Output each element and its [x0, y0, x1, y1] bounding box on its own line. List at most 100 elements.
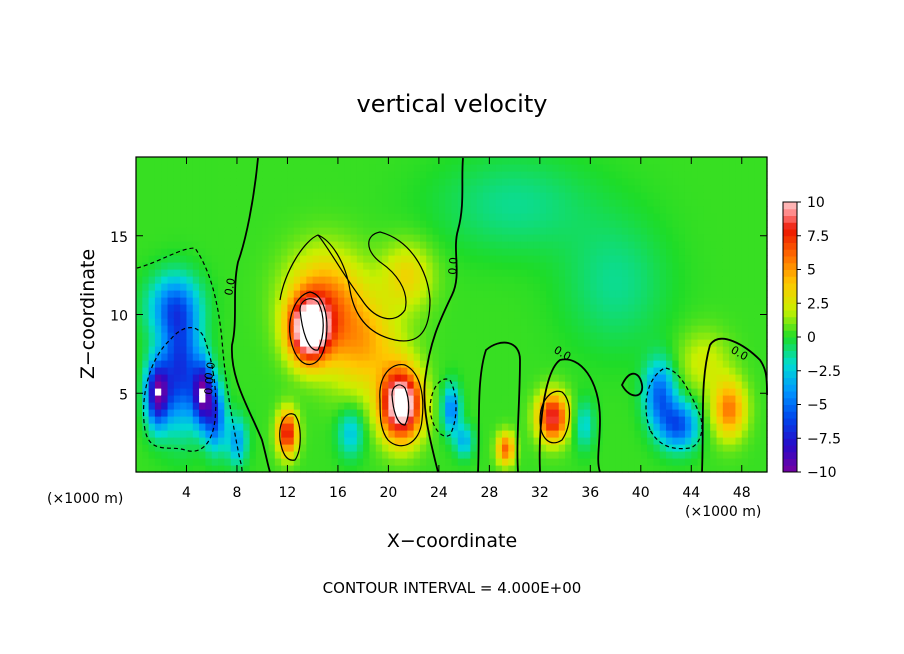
heatmap-cell — [621, 430, 629, 438]
heatmap-cell — [748, 220, 755, 228]
heatmap-cell — [300, 241, 307, 249]
heatmap-cell — [249, 178, 257, 186]
heatmap-cell — [729, 416, 737, 424]
heatmap-cell — [754, 346, 762, 354]
heatmap-cell — [142, 213, 150, 221]
heatmap-cell — [640, 346, 648, 354]
heatmap-cell — [470, 367, 478, 375]
heatmap-cell — [438, 325, 446, 333]
heatmap-cell — [741, 332, 749, 340]
heatmap-cell — [735, 416, 743, 424]
heatmap-cell — [293, 178, 301, 186]
heatmap-cell — [495, 458, 503, 466]
heatmap-cell — [710, 241, 718, 249]
heatmap-cell — [590, 332, 598, 340]
heatmap-cell — [470, 262, 478, 270]
heatmap-cell — [501, 381, 509, 389]
heatmap-cell — [192, 171, 200, 179]
heatmap-cell — [451, 353, 459, 361]
heatmap-cell — [527, 451, 535, 459]
heatmap-cell — [722, 262, 730, 270]
heatmap-cell — [691, 451, 699, 459]
heatmap-cell — [268, 318, 276, 326]
heatmap-cell — [760, 332, 768, 340]
heatmap-cell — [154, 178, 162, 186]
heatmap-cell — [703, 465, 711, 473]
heatmap-cell — [470, 213, 478, 221]
contour-label: 0.0 — [222, 277, 238, 296]
heatmap-cell — [262, 276, 270, 284]
heatmap-cell — [741, 318, 749, 326]
heatmap-cell — [180, 381, 188, 389]
heatmap-cell — [142, 346, 150, 354]
heatmap-cell — [350, 283, 358, 291]
heatmap-cell — [432, 381, 440, 389]
heatmap-cell — [306, 164, 314, 172]
heatmap-cell — [180, 164, 188, 172]
heatmap-cell — [653, 311, 661, 319]
heatmap-cell — [148, 164, 156, 172]
heatmap-cell — [363, 304, 371, 312]
negative-contour — [142, 327, 217, 452]
heatmap-cell — [571, 206, 579, 214]
heatmap-cell — [754, 409, 762, 417]
heatmap-cell — [647, 339, 655, 347]
heatmap-cell — [407, 332, 415, 340]
heatmap-cell — [508, 234, 516, 242]
heatmap-cell — [754, 325, 762, 333]
heatmap-cell — [546, 213, 554, 221]
x-axis-ticks: 4 8 12 16 20 24 28 32 36 40 44 48 — [182, 157, 751, 501]
heatmap-cell — [180, 465, 188, 473]
heatmap-cell — [628, 318, 636, 326]
heatmap-cell — [464, 297, 472, 305]
heatmap-cell — [666, 339, 673, 347]
heatmap-cell — [634, 381, 642, 389]
heatmap-cell — [375, 157, 383, 165]
heatmap-cell — [136, 374, 143, 382]
heatmap-cell — [218, 402, 225, 410]
heatmap-cell — [729, 367, 737, 375]
heatmap-cell — [628, 395, 636, 403]
heatmap-cell — [432, 318, 440, 326]
heatmap-cell — [508, 255, 516, 263]
heatmap-cell — [142, 318, 150, 326]
heatmap-cell — [161, 157, 169, 165]
heatmap-cell — [628, 283, 636, 291]
heatmap-cell — [154, 360, 162, 368]
heatmap-cell — [729, 423, 737, 431]
heatmap-cell — [735, 178, 743, 186]
heatmap-cell — [729, 213, 737, 221]
heatmap-cell — [489, 353, 497, 361]
heatmap-cell — [697, 220, 705, 228]
heatmap-cell — [640, 360, 648, 368]
heatmap-cell — [697, 248, 705, 256]
heatmap-cell — [703, 409, 711, 417]
heatmap-cell — [703, 402, 711, 410]
heatmap-cell — [199, 318, 207, 326]
heatmap-cell — [558, 444, 566, 452]
heatmap-cell — [672, 430, 680, 438]
heatmap-cell — [640, 416, 648, 424]
heatmap-cell — [274, 213, 282, 221]
heatmap-cell — [590, 262, 598, 270]
heatmap-cell — [546, 332, 554, 340]
heatmap-cell — [539, 332, 547, 340]
heatmap-cell — [489, 227, 497, 235]
heatmap-cell — [716, 444, 724, 452]
heatmap-cell — [325, 227, 333, 235]
heatmap-cell — [741, 178, 749, 186]
heatmap-cell — [180, 367, 188, 375]
heatmap-cell — [293, 206, 301, 214]
heatmap-cell — [672, 255, 680, 263]
heatmap-cell — [565, 276, 572, 284]
heatmap-cell — [432, 311, 440, 319]
heatmap-cell — [527, 325, 535, 333]
heatmap-cell — [148, 290, 156, 298]
heatmap-cell — [501, 332, 509, 340]
heatmap-cell — [350, 185, 358, 193]
heatmap-cell — [697, 388, 705, 396]
heatmap-cell — [729, 199, 737, 207]
heatmap-cell — [558, 465, 566, 473]
heatmap-cell — [735, 346, 743, 354]
heatmap-cell — [609, 255, 617, 263]
